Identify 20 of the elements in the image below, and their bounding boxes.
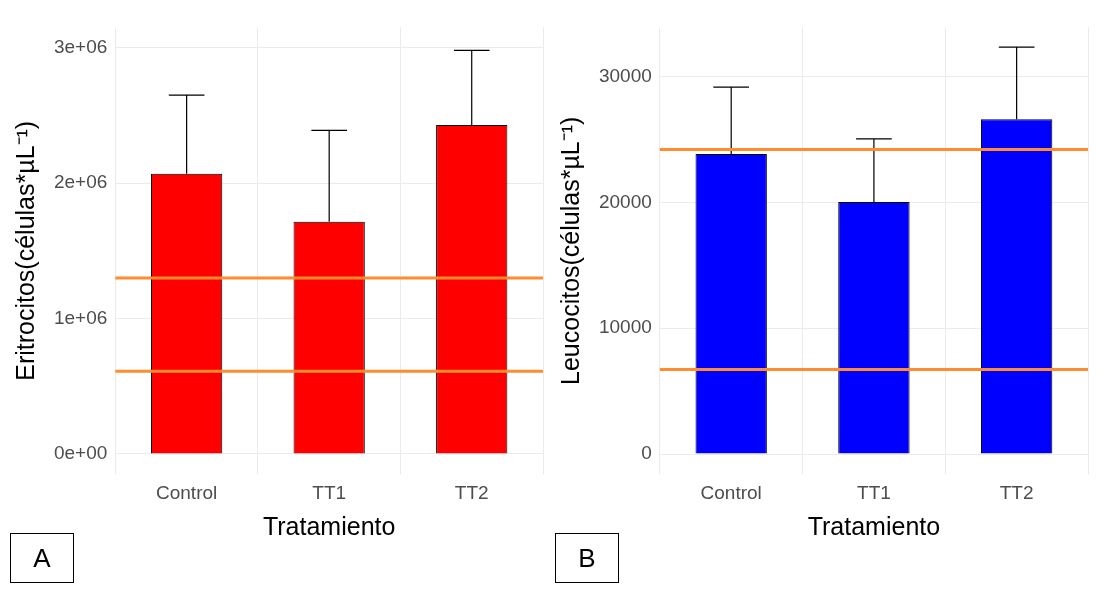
y-tick-label: 3e+06 xyxy=(53,35,108,57)
y-tick-label: 2e+06 xyxy=(53,171,108,193)
y-tick-label: 20000 xyxy=(598,190,652,212)
x-axis-title: Tratamiento xyxy=(807,511,941,540)
x-tick-label: TT2 xyxy=(454,481,489,503)
y-tick-label: 0e+00 xyxy=(53,442,108,464)
x-tick-label: TT1 xyxy=(857,481,891,503)
y-tick-label: 1e+06 xyxy=(53,306,108,328)
text: B xyxy=(555,533,619,583)
y-axis-title: Eritrocitos(células*µL⁻¹) xyxy=(10,120,39,381)
x-tick-label: TT1 xyxy=(312,481,347,503)
y-tick-label: 30000 xyxy=(598,64,652,86)
y-tick-label: 0 xyxy=(641,442,652,464)
y-axis-title: Leucocitos(células*µL⁻¹) xyxy=(555,116,584,385)
x-tick-label: Control xyxy=(156,481,218,503)
x-axis-title: Tratamiento xyxy=(262,511,396,540)
y-tick-label: 10000 xyxy=(598,316,652,338)
x-tick-label: Control xyxy=(700,481,762,503)
text: A xyxy=(10,533,74,583)
x-tick-label: TT2 xyxy=(999,481,1034,503)
